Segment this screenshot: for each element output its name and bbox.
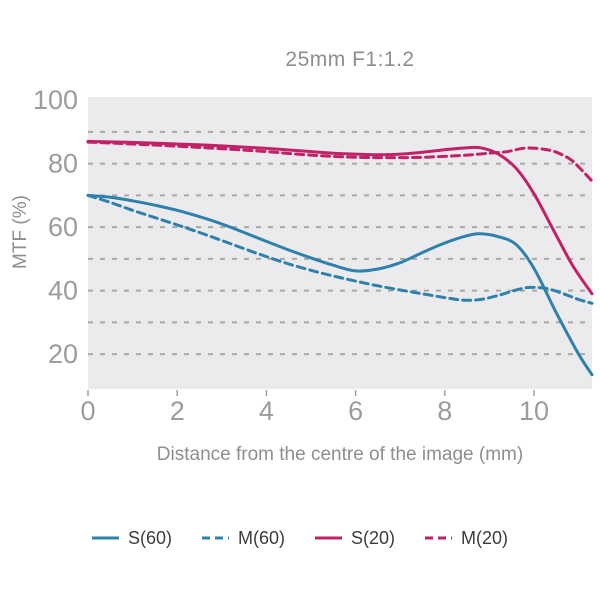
legend: S(60) M(60) S(20) M(20) — [0, 524, 600, 552]
m20-dashed-line-icon — [425, 536, 453, 540]
legend-label-m60: M(60) — [237, 527, 285, 548]
m60-dashed-line-icon — [201, 536, 229, 540]
legend-label-s20: S(20) — [351, 527, 396, 548]
x-tick-label-6: 6 — [348, 396, 363, 426]
x-tick-label-0: 0 — [80, 396, 95, 426]
s60-solid-line-icon — [91, 536, 119, 540]
legend-label-m20: M(20) — [461, 527, 509, 548]
x-tick-label-10: 10 — [519, 396, 549, 426]
x-tick-label-2: 2 — [170, 396, 185, 426]
legend-item-m60: M(60) — [201, 527, 285, 549]
y-tick-label-60: 60 — [48, 212, 78, 242]
legend-item-s60: S(60) — [91, 527, 172, 549]
legend-label-s60: S(60) — [127, 527, 172, 548]
x-tick-label-4: 4 — [259, 396, 274, 426]
s20-solid-line-icon — [315, 536, 342, 540]
y-tick-label-40: 40 — [48, 276, 78, 306]
y-tick-label-100: 100 — [33, 85, 78, 115]
y-tick-label-80: 80 — [48, 149, 78, 179]
chart-title: 25mm F1:1.2 — [285, 48, 415, 71]
series-curve-s60 — [86, 193, 594, 377]
legend-item-s20: S(20) — [315, 528, 395, 549]
legend-item-m20: M(20) — [425, 528, 508, 549]
x-tick-label-8: 8 — [437, 396, 452, 426]
series-curve-s20 — [86, 139, 594, 296]
series-curve-m20 — [86, 140, 594, 183]
x-axis-label: Distance from the centre of the image (m… — [156, 444, 524, 465]
y-tick-label-20: 20 — [48, 339, 78, 369]
series-curve-m60 — [86, 193, 594, 305]
